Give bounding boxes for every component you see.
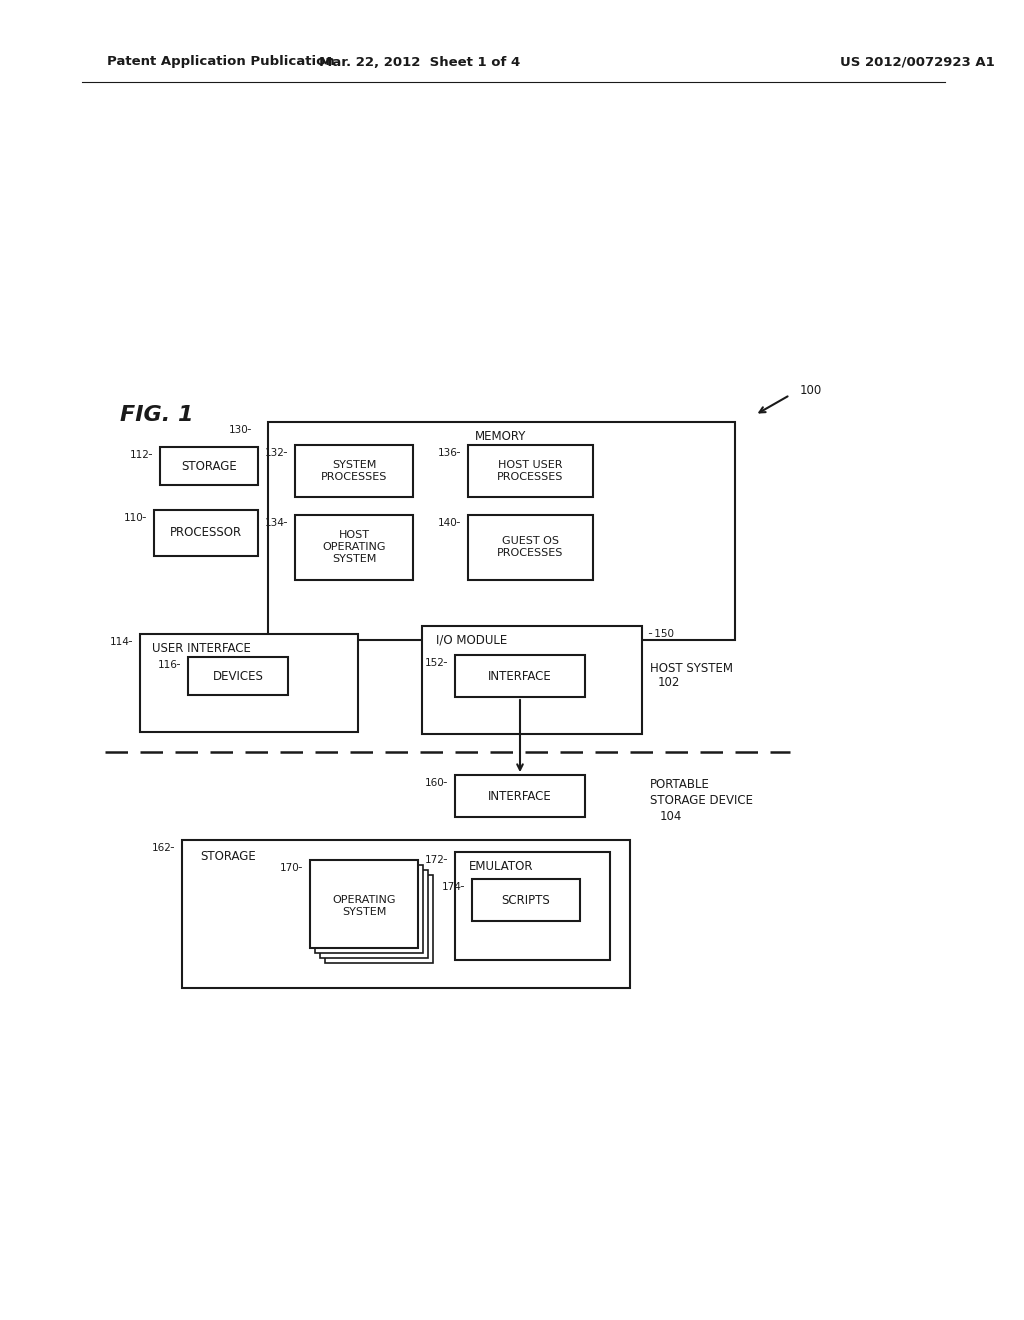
Bar [422, 626, 642, 734]
Text: DEVICES: DEVICES [213, 669, 263, 682]
Text: HOST SYSTEM: HOST SYSTEM [650, 661, 733, 675]
Text: EMULATOR: EMULATOR [469, 859, 534, 873]
Text: 104: 104 [660, 809, 682, 822]
Text: PROCESSOR: PROCESSOR [170, 527, 242, 540]
Text: 136╴: 136╴ [438, 447, 464, 458]
Text: INTERFACE: INTERFACE [488, 669, 552, 682]
Text: HOST
OPERATING
SYSTEM: HOST OPERATING SYSTEM [323, 531, 386, 564]
Bar [188, 657, 288, 696]
Text: 162╴: 162╴ [152, 843, 178, 853]
Text: Mar. 22, 2012  Sheet 1 of 4: Mar. 22, 2012 Sheet 1 of 4 [319, 55, 520, 69]
Text: MEMORY: MEMORY [475, 429, 526, 442]
Text: GUEST OS
PROCESSES: GUEST OS PROCESSES [497, 536, 563, 558]
Text: PORTABLE: PORTABLE [650, 779, 710, 792]
Text: USER INTERFACE: USER INTERFACE [152, 642, 251, 655]
Bar [315, 865, 423, 953]
Text: 112╴: 112╴ [130, 450, 156, 459]
Bar [455, 775, 585, 817]
Text: ╴150: ╴150 [648, 630, 674, 639]
Bar [295, 445, 413, 498]
Bar [140, 634, 358, 733]
Text: STORAGE: STORAGE [200, 850, 256, 862]
Text: 140╴: 140╴ [438, 517, 464, 528]
Text: 114╴: 114╴ [110, 638, 136, 647]
Text: 160╴: 160╴ [425, 777, 451, 788]
Text: 116╴: 116╴ [158, 660, 184, 671]
Text: HOST USER
PROCESSES: HOST USER PROCESSES [497, 461, 563, 482]
Text: 174╴: 174╴ [442, 882, 468, 892]
Bar [468, 445, 593, 498]
Bar [268, 422, 735, 640]
Text: SCRIPTS: SCRIPTS [502, 894, 550, 907]
Text: FIG. 1: FIG. 1 [120, 405, 194, 425]
Bar [325, 875, 433, 964]
Text: 134╴: 134╴ [265, 517, 291, 528]
Text: 102: 102 [658, 676, 680, 689]
Text: OPERATING
SYSTEM: OPERATING SYSTEM [332, 895, 395, 917]
Bar [319, 870, 428, 958]
Text: 170╴: 170╴ [280, 863, 306, 873]
Text: 100: 100 [800, 384, 822, 396]
Bar [160, 447, 258, 484]
Text: STORAGE DEVICE: STORAGE DEVICE [650, 793, 753, 807]
Bar [472, 879, 580, 921]
Bar [295, 515, 413, 579]
Bar [455, 851, 610, 960]
Text: 152╴: 152╴ [425, 657, 451, 668]
Text: I/O MODULE: I/O MODULE [436, 634, 507, 647]
Text: 132╴: 132╴ [265, 447, 291, 458]
Text: STORAGE: STORAGE [181, 459, 237, 473]
Text: 130╴: 130╴ [229, 425, 255, 436]
Bar [154, 510, 258, 556]
Text: 110╴: 110╴ [124, 513, 150, 523]
Bar [182, 840, 630, 987]
Bar [455, 655, 585, 697]
Text: US 2012/0072923 A1: US 2012/0072923 A1 [840, 55, 994, 69]
Bar [468, 515, 593, 579]
Text: 172╴: 172╴ [425, 855, 451, 865]
Text: Patent Application Publication: Patent Application Publication [106, 55, 335, 69]
Text: INTERFACE: INTERFACE [488, 789, 552, 803]
Text: SYSTEM
PROCESSES: SYSTEM PROCESSES [321, 461, 387, 482]
Bar [310, 861, 418, 948]
